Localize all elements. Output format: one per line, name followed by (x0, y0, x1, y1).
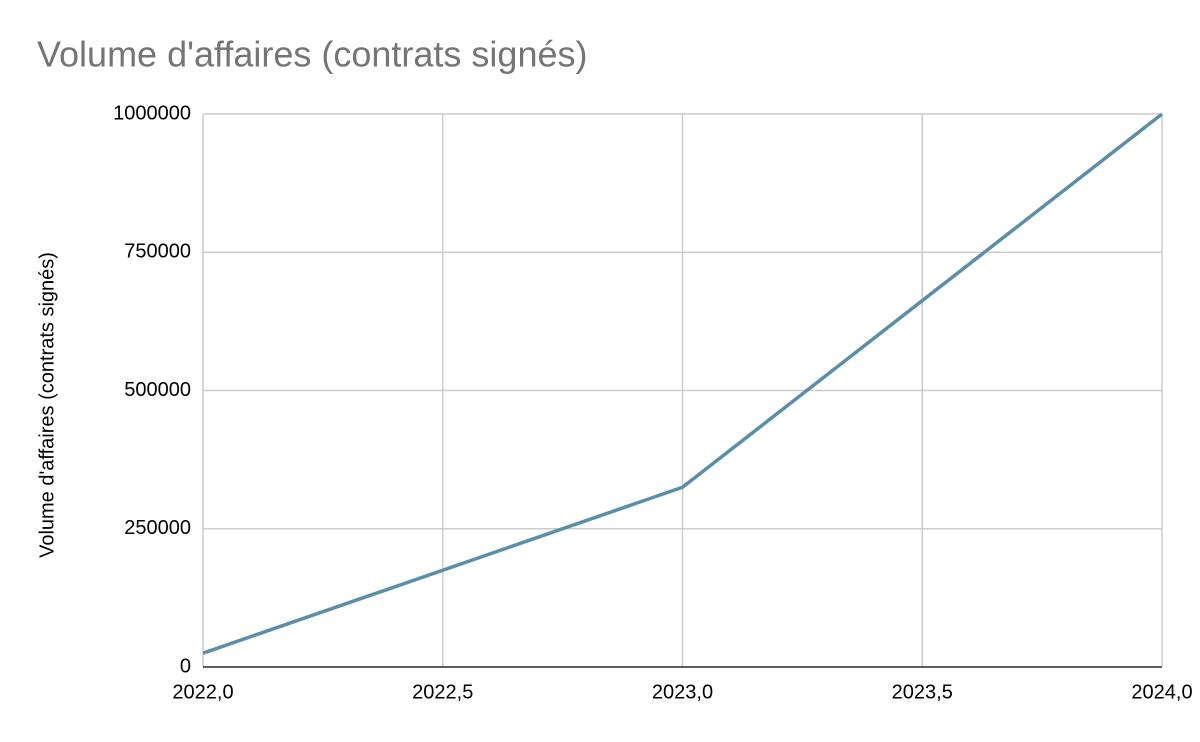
chart-title: Volume d'affaires (contrats signés) (37, 34, 587, 75)
y-tick-label: 750000 (124, 241, 191, 263)
x-tick-label: 2023,5 (892, 681, 953, 703)
y-tick-label: 1000000 (113, 102, 191, 124)
x-tick-label: 2022,0 (172, 681, 233, 703)
x-tick-label: 2022,5 (412, 681, 473, 703)
y-tick-label: 0 (180, 655, 191, 677)
y-tick-label: 250000 (124, 517, 191, 539)
y-axis-label: Volume d'affaires (contrats signés) (36, 252, 58, 558)
data-line (202, 112, 1164, 655)
y-tick-label: 500000 (124, 379, 191, 401)
x-tick-label: 2024,0 (1131, 681, 1192, 703)
x-tick-label: 2023,0 (652, 681, 713, 703)
